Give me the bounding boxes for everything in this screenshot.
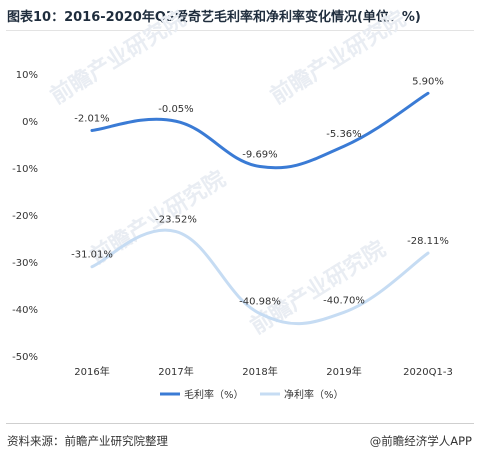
line-chart: 10% 0% -10% -20% -30% -40% -50% 2016年 2017年 2018年… xyxy=(12,70,453,401)
y-tick-label: -10% xyxy=(12,164,38,175)
data-label: -5.36% xyxy=(326,129,361,140)
y-tick-label: 10% xyxy=(16,70,38,81)
chart-title: 图表10：2016-2020年Q3爱奇艺毛利率和净利率变化情况(单位：%) xyxy=(7,10,421,25)
brand-label: @前瞻经济学人APP xyxy=(369,434,472,448)
title-divider xyxy=(6,30,474,31)
x-tick-label: 2020Q1-3 xyxy=(403,367,453,378)
x-tick-label: 2019年 xyxy=(326,365,361,378)
legend-gross-label: 毛利率（%） xyxy=(184,388,244,401)
data-label: -40.70% xyxy=(323,295,365,306)
data-label: -28.11% xyxy=(407,236,449,247)
x-tick-label: 2016年 xyxy=(74,365,109,378)
data-label: 5.90% xyxy=(412,76,444,87)
gross-margin-line xyxy=(90,91,430,170)
y-tick-label: -40% xyxy=(12,305,38,316)
y-tick-label: -20% xyxy=(12,211,38,222)
data-label: -40.98% xyxy=(239,297,281,308)
footer-divider xyxy=(6,423,474,424)
data-label: -23.52% xyxy=(155,215,197,226)
data-label: -31.01% xyxy=(71,250,113,261)
legend-net-label: 净利率（%） xyxy=(284,388,344,401)
source-note: 资料来源：前瞻产业研究院整理 xyxy=(7,434,168,448)
data-label: -9.69% xyxy=(242,150,277,161)
data-label: -2.01% xyxy=(74,113,109,124)
data-label: -0.05% xyxy=(158,104,193,115)
y-tick-label: 0% xyxy=(22,117,38,128)
x-tick-label: 2017年 xyxy=(158,365,193,378)
y-tick-label: -30% xyxy=(12,258,38,269)
x-tick-label: 2018年 xyxy=(242,365,277,378)
net-margin-line xyxy=(90,228,430,326)
y-tick-label: -50% xyxy=(12,352,38,363)
